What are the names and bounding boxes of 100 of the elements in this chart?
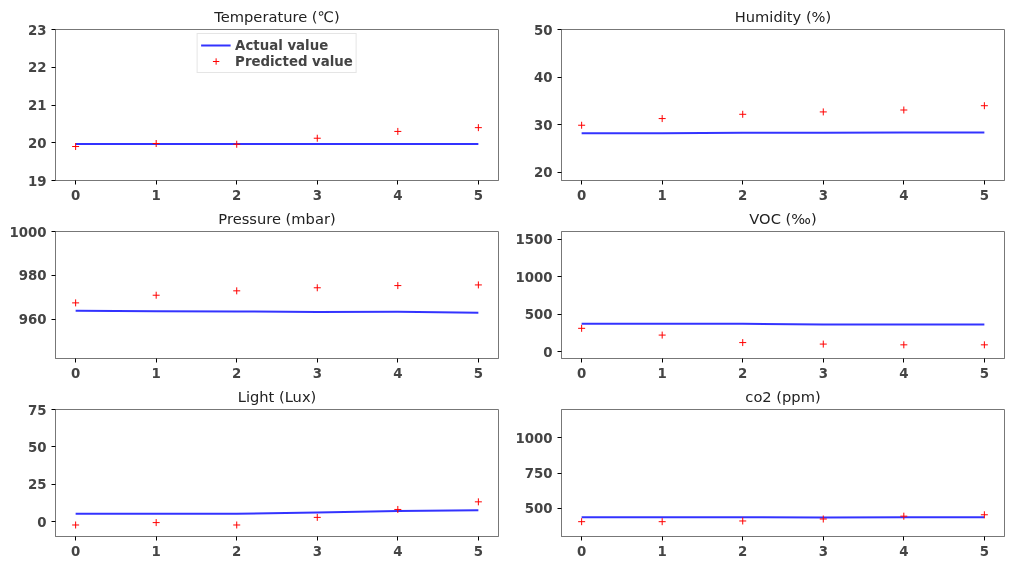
y-tick-label: 500 xyxy=(524,307,553,323)
point xyxy=(393,505,402,514)
x-tick-label: 1 xyxy=(657,543,667,559)
point xyxy=(899,340,908,349)
x-tick-label: 0 xyxy=(71,187,81,203)
point xyxy=(152,291,161,300)
y-tick-label: 19 xyxy=(27,173,47,189)
x-tick-label: 3 xyxy=(818,365,828,381)
x-tick-label: 5 xyxy=(979,543,990,559)
x-tick-label: 4 xyxy=(393,365,403,381)
point xyxy=(393,281,402,290)
y-tick-label: 21 xyxy=(27,98,47,113)
point xyxy=(232,140,241,149)
point xyxy=(313,513,322,522)
x-tick-label: 1 xyxy=(657,187,667,203)
x-tick-label: 4 xyxy=(393,187,403,203)
y-tick-label: 1000 xyxy=(9,224,47,240)
point xyxy=(819,340,828,349)
x-tick-label: 1 xyxy=(151,365,161,381)
y-tick-label: 1000 xyxy=(515,430,553,446)
y-tick-label: 0 xyxy=(37,514,47,530)
x-tick-label: 3 xyxy=(312,365,322,381)
x-tick-label: 4 xyxy=(899,187,909,203)
chart-title: Light (Lux) xyxy=(237,387,317,405)
point xyxy=(980,340,989,349)
point xyxy=(232,286,241,295)
point xyxy=(71,521,80,529)
y-tick-label: 25 xyxy=(27,477,47,493)
point xyxy=(899,512,908,521)
x-tick-label: 0 xyxy=(577,543,587,559)
x-tick-label: 0 xyxy=(577,365,587,381)
point xyxy=(738,338,747,347)
point xyxy=(313,134,322,143)
point xyxy=(738,516,747,525)
legend-label: Predicted value xyxy=(235,53,353,69)
x-tick-label: 5 xyxy=(979,187,990,203)
x-tick-label: 0 xyxy=(577,187,587,203)
x-tick-label: 1 xyxy=(151,543,161,559)
x-tick-label: 1 xyxy=(657,365,667,381)
point xyxy=(899,106,908,114)
x-tick-label: 5 xyxy=(473,543,484,559)
point xyxy=(980,101,989,110)
y-tick-label: 23 xyxy=(27,22,47,38)
y-tick-label: 0 xyxy=(543,344,553,360)
point xyxy=(819,107,828,116)
point xyxy=(152,139,161,148)
y-tick-label: 980 xyxy=(18,268,47,284)
point xyxy=(577,517,586,526)
point xyxy=(658,331,667,340)
x-tick-label: 3 xyxy=(818,543,828,559)
point xyxy=(71,142,80,151)
point xyxy=(980,510,989,519)
y-tick-label: 50 xyxy=(27,439,47,455)
point xyxy=(577,121,586,130)
point xyxy=(819,515,828,523)
point xyxy=(738,110,747,119)
y-tick-label: 22 xyxy=(27,60,47,76)
point xyxy=(393,127,402,136)
point xyxy=(577,324,586,333)
x-tick-label: 3 xyxy=(818,187,828,203)
point xyxy=(71,298,80,307)
point xyxy=(474,497,483,506)
x-tick-label: 2 xyxy=(232,187,242,203)
y-tick-label: 20 xyxy=(27,135,47,151)
x-tick-label: 1 xyxy=(151,187,161,203)
legend-label: Actual value xyxy=(235,37,329,53)
x-tick-label: 4 xyxy=(899,543,909,559)
point xyxy=(658,517,667,526)
chart-title: Humidity (%) xyxy=(734,7,832,25)
chart-title: Temperature (℃) xyxy=(213,7,340,25)
point xyxy=(658,114,667,123)
y-tick-label: 750 xyxy=(524,466,553,481)
y-tick-label: 75 xyxy=(27,402,47,418)
y-tick-label: 30 xyxy=(533,117,553,133)
x-tick-label: 4 xyxy=(899,365,909,381)
point xyxy=(152,518,161,527)
y-tick-label: 500 xyxy=(524,501,553,517)
x-tick-label: 3 xyxy=(312,543,322,559)
y-tick-label: 960 xyxy=(18,312,47,328)
y-tick-label: 20 xyxy=(533,165,553,181)
chart-title: VOC (‰) xyxy=(749,209,817,227)
x-tick-label: 2 xyxy=(232,543,242,559)
x-tick-label: 2 xyxy=(738,187,748,203)
point xyxy=(313,283,322,292)
x-tick-label: 5 xyxy=(473,187,484,203)
y-tick-label: 1000 xyxy=(515,269,553,285)
y-tick-label: 1500 xyxy=(515,232,553,248)
x-tick-label: 3 xyxy=(312,187,322,203)
point xyxy=(474,123,483,132)
chart-title: co2 (ppm) xyxy=(745,387,821,405)
y-tick-label: 50 xyxy=(533,22,553,38)
y-tick-label: 40 xyxy=(533,70,553,86)
x-tick-label: 0 xyxy=(71,365,81,381)
x-tick-label: 2 xyxy=(738,543,748,559)
x-tick-label: 0 xyxy=(71,543,81,559)
chart-title: Pressure (mbar) xyxy=(218,209,336,227)
point xyxy=(474,280,483,289)
x-tick-label: 2 xyxy=(232,365,242,381)
x-tick-label: 5 xyxy=(979,365,990,381)
x-tick-label: 5 xyxy=(473,365,484,381)
